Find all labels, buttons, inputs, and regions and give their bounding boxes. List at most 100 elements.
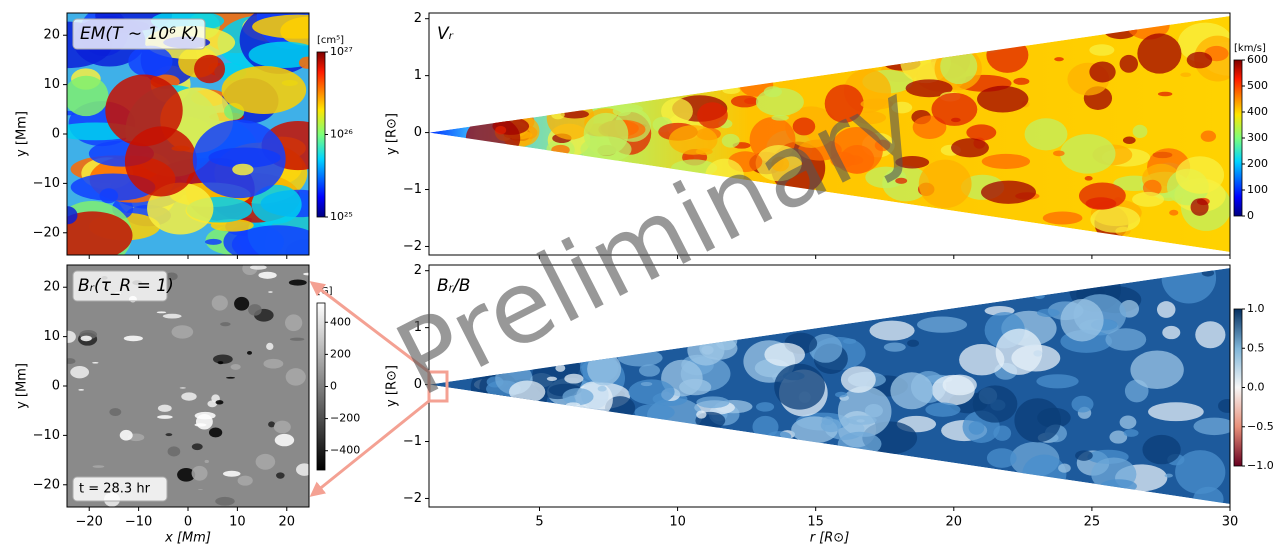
texture <box>211 295 228 311</box>
texture <box>165 272 178 281</box>
texture <box>895 156 930 169</box>
label-box <box>72 270 168 302</box>
texture <box>78 389 84 391</box>
texture <box>195 414 213 430</box>
texture <box>194 54 226 84</box>
y-tick-label: 1 <box>414 320 422 335</box>
texture <box>1036 308 1060 318</box>
texture <box>837 431 882 457</box>
colorbar-tick-label: 500 <box>1247 79 1268 92</box>
texture <box>1130 350 1184 390</box>
texture <box>628 379 675 405</box>
texture <box>907 339 919 347</box>
y-tick-label: −1 <box>403 182 422 197</box>
colorbar-tick-label: −0.5 <box>1247 420 1274 433</box>
texture <box>92 465 105 468</box>
x-tick-label: −20 <box>76 515 103 530</box>
texture <box>959 344 1005 376</box>
texture <box>70 366 90 379</box>
texture <box>234 296 250 311</box>
texture <box>1175 450 1226 495</box>
texture <box>767 431 792 442</box>
texture <box>1014 398 1061 443</box>
texture <box>298 56 309 69</box>
y-tick-label: 20 <box>43 280 60 295</box>
texture <box>771 114 789 121</box>
texture <box>1162 325 1181 340</box>
texture <box>215 400 224 405</box>
panel-label: EM(T ∼ 10⁶ K) <box>80 24 199 44</box>
x-tick-label: −10 <box>125 515 152 530</box>
texture <box>230 363 241 370</box>
texture <box>566 402 581 407</box>
texture <box>1078 182 1126 210</box>
texture <box>564 373 584 384</box>
texture <box>1157 91 1173 97</box>
y-axis-label: y [Mm] <box>15 363 30 409</box>
colorbar <box>316 302 326 471</box>
label-box <box>72 18 206 50</box>
texture <box>546 376 558 381</box>
texture <box>1161 268 1217 304</box>
x-tick-label: 10 <box>229 515 246 530</box>
texture <box>1089 61 1116 83</box>
panel-label: Bᵣ(τ_R = 1) <box>78 276 174 296</box>
texture <box>1156 301 1176 318</box>
panel-label: Vᵣ <box>437 24 454 44</box>
y-tick-label: 0 <box>414 377 422 392</box>
colorbar-tick-label: 10²⁶ <box>330 128 353 141</box>
x-axis-label: x [Mm] <box>164 531 211 546</box>
texture <box>562 388 594 406</box>
texture <box>1169 209 1179 216</box>
texture <box>824 84 864 123</box>
annotation: t = 28.3 hr <box>79 482 151 497</box>
heatmap-image <box>67 265 309 507</box>
texture <box>258 271 277 279</box>
x-axis-label: r [R⊙] <box>810 531 850 546</box>
y-tick-label: −2 <box>403 239 422 254</box>
texture <box>697 102 728 129</box>
texture <box>274 433 295 447</box>
texture <box>162 313 182 319</box>
texture <box>1089 44 1115 56</box>
texture <box>883 342 906 352</box>
texture <box>1122 136 1136 144</box>
texture <box>865 166 907 189</box>
zoom-box <box>427 370 449 403</box>
texture <box>634 403 675 421</box>
axes-frame <box>428 12 1231 256</box>
texture <box>1071 395 1094 413</box>
y-tick-label: 0 <box>52 127 60 142</box>
texture <box>905 79 953 98</box>
colorbar <box>1233 308 1243 467</box>
colorbar-tick-label: 10²⁷ <box>330 45 353 58</box>
texture <box>1022 454 1067 495</box>
texture <box>296 463 309 476</box>
texture <box>774 363 826 410</box>
colorbar-tick-label: 100 <box>1247 183 1268 196</box>
texture <box>217 361 224 365</box>
texture <box>555 364 566 372</box>
x-tick-label: 25 <box>1084 515 1101 530</box>
texture <box>951 138 989 158</box>
texture <box>895 177 908 184</box>
texture <box>1175 156 1225 194</box>
texture <box>67 206 78 225</box>
texture <box>80 335 92 342</box>
texture <box>232 163 254 176</box>
texture <box>289 337 305 341</box>
colorbar-tick-label: 0.0 <box>1247 381 1265 394</box>
texture <box>1024 118 1068 151</box>
texture <box>67 211 133 255</box>
texture <box>248 41 309 69</box>
colorbar-tick-label: 200 <box>330 347 351 360</box>
texture <box>1103 20 1138 40</box>
texture <box>109 408 122 416</box>
texture <box>840 366 876 393</box>
texture <box>854 111 887 125</box>
texture <box>1200 130 1217 142</box>
texture <box>248 304 262 316</box>
texture <box>268 291 273 293</box>
texture <box>191 443 203 451</box>
texture <box>167 446 181 457</box>
